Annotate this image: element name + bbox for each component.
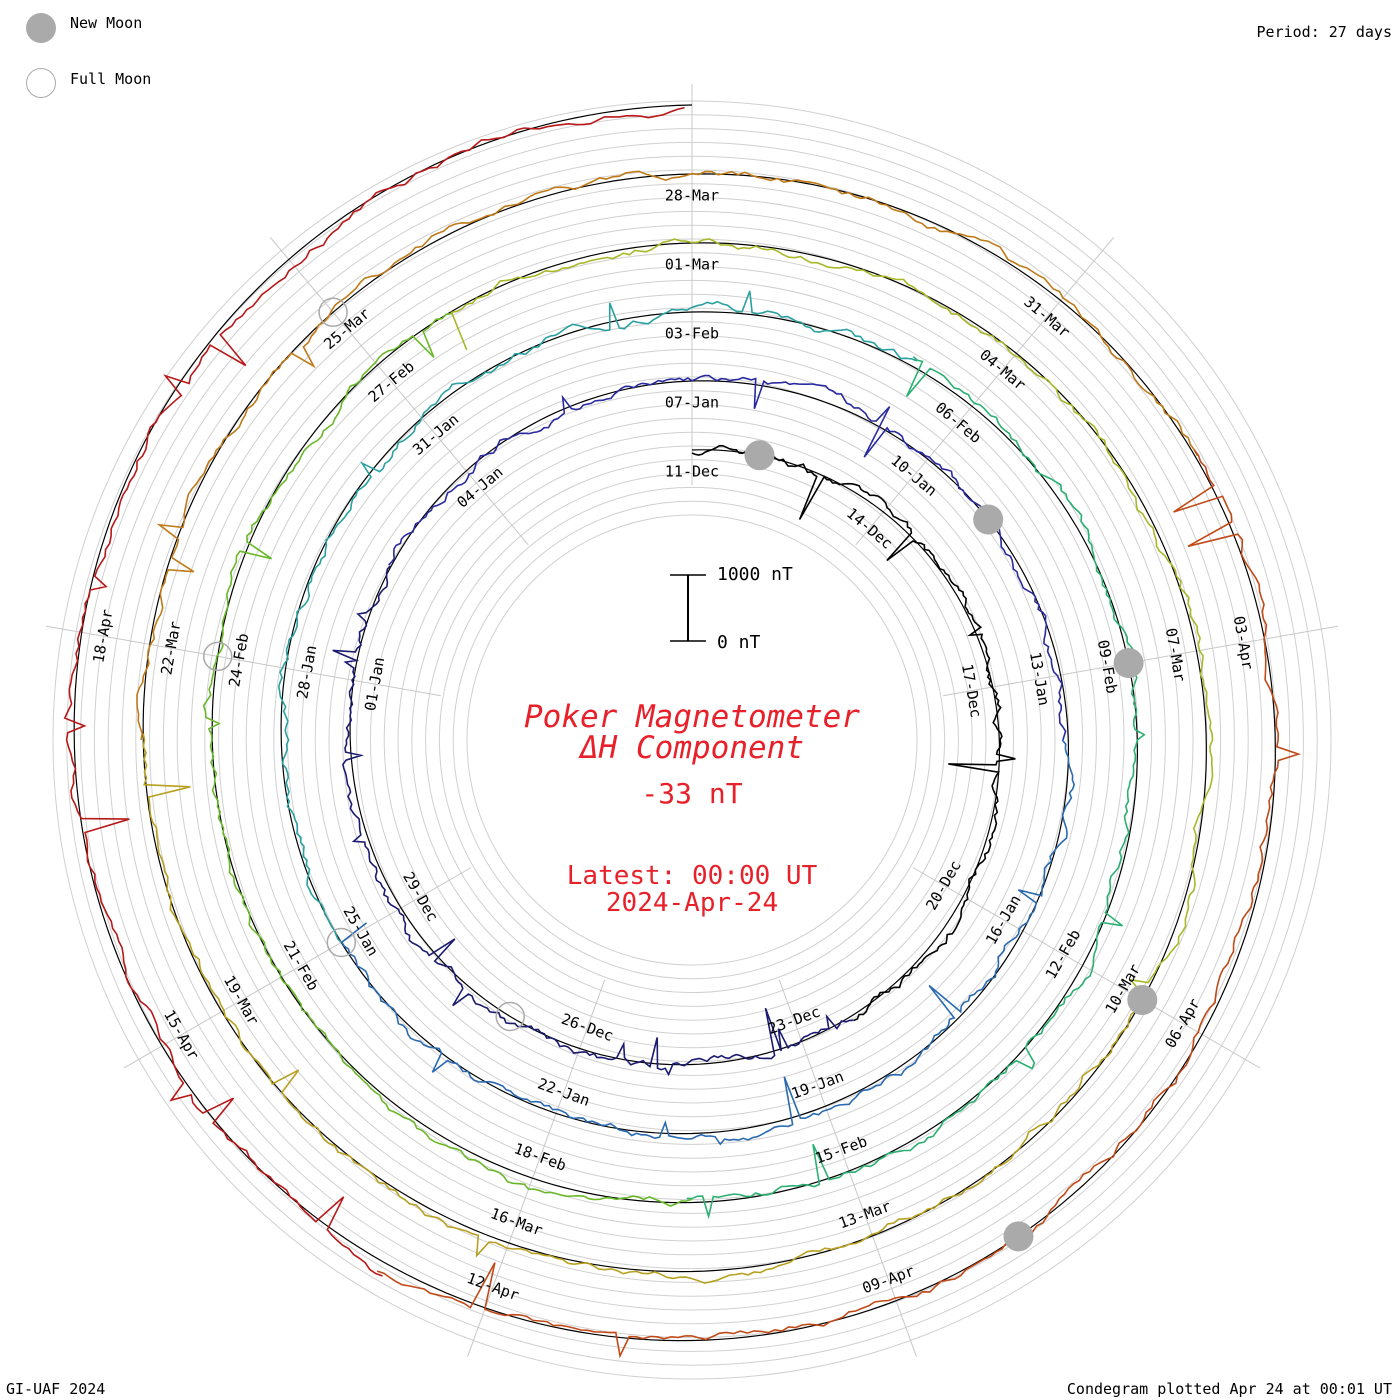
date-label: 03-Apr [1230, 615, 1257, 671]
trace-segment [332, 565, 854, 1077]
period-label: Period: 27 days [1256, 23, 1392, 41]
date-label: 17-Dec [958, 662, 985, 718]
date-label: 10-Jan [887, 451, 940, 500]
new-moon-marker [1003, 1221, 1034, 1252]
grid-ring [466, 514, 918, 966]
legend-new-moon-label: New Moon [70, 14, 143, 32]
date-label: 28-Mar [665, 187, 719, 205]
date-label: 13-Jan [1026, 650, 1053, 706]
date-label: 07-Mar [1162, 627, 1189, 683]
day-spoke [778, 979, 917, 1357]
date-label: 31-Jan [409, 410, 462, 459]
full-moon-marker [326, 927, 357, 958]
date-label: 11-Dec [665, 463, 719, 481]
trace-segment [142, 733, 1142, 1284]
baseline-spiral [73, 104, 1276, 1342]
date-label: 29-Dec [399, 869, 442, 925]
new-moon-marker [1127, 985, 1158, 1015]
latest-date: 2024-Apr-24 [606, 888, 778, 918]
date-label: 04-Mar [976, 346, 1029, 395]
date-label: 06-Feb [932, 398, 985, 447]
trace-segment [450, 238, 1214, 1004]
day-spoke [123, 867, 472, 1069]
full-moon-marker [495, 1001, 525, 1032]
moon-markers [202, 297, 1158, 1252]
day-spoke [269, 237, 529, 545]
rotation-baselines [73, 104, 1276, 1342]
latest-time: Latest: 00:00 UT [567, 861, 818, 891]
new-moon-icon [26, 13, 56, 43]
full-moon-marker [202, 641, 233, 672]
trace-segment [691, 444, 1016, 1022]
scale-bar-top-label: 1000 nT [717, 564, 793, 585]
trace-segment [340, 739, 1076, 1146]
current-value: -33 nT [641, 777, 742, 810]
date-label: 03-Feb [665, 325, 719, 343]
date-label: 09-Feb [1094, 638, 1121, 694]
date-label: 25-Jan [339, 903, 382, 959]
grid-ring [452, 500, 932, 980]
trace-segment [376, 449, 1302, 1359]
trace-segment [202, 312, 693, 1207]
trace-segment [63, 106, 685, 1277]
legend-full-moon-label: Full Moon [70, 70, 152, 88]
scale-bar: 1000 nT 0 nT [670, 564, 793, 653]
new-moon-marker [744, 440, 775, 471]
new-moon-marker [1113, 648, 1144, 678]
scale-bar-bottom-label: 0 nT [717, 632, 761, 653]
day-spoke [855, 237, 1115, 545]
trace-segment [686, 356, 1146, 1220]
credit-label: GI-UAF 2024 [6, 1380, 106, 1398]
plotted-timestamp: Condegram plotted Apr 24 at 00:01 UT [1066, 1380, 1392, 1398]
new-moon-marker [973, 504, 1004, 535]
date-label: 04-Jan [453, 463, 506, 512]
trace-segment [388, 374, 1067, 741]
grid-ring [438, 486, 946, 994]
date-label: 07-Jan [665, 394, 719, 412]
date-label: 01-Mar [665, 256, 719, 274]
full-moon-icon [26, 68, 56, 98]
magnetometer-traces [63, 106, 1302, 1359]
trace-segment [277, 290, 918, 944]
trace-segment [136, 170, 1199, 741]
date-label: 14-Dec [843, 504, 896, 553]
day-spoke [45, 625, 441, 697]
day-spoke [467, 979, 606, 1357]
center-title: Poker Magnetometer ΔH Component -33 nT L… [524, 699, 860, 918]
title-line-2: ΔH Component [578, 730, 804, 766]
title-line-1: Poker Magnetometer [524, 699, 860, 735]
full-moon-marker [318, 297, 348, 328]
